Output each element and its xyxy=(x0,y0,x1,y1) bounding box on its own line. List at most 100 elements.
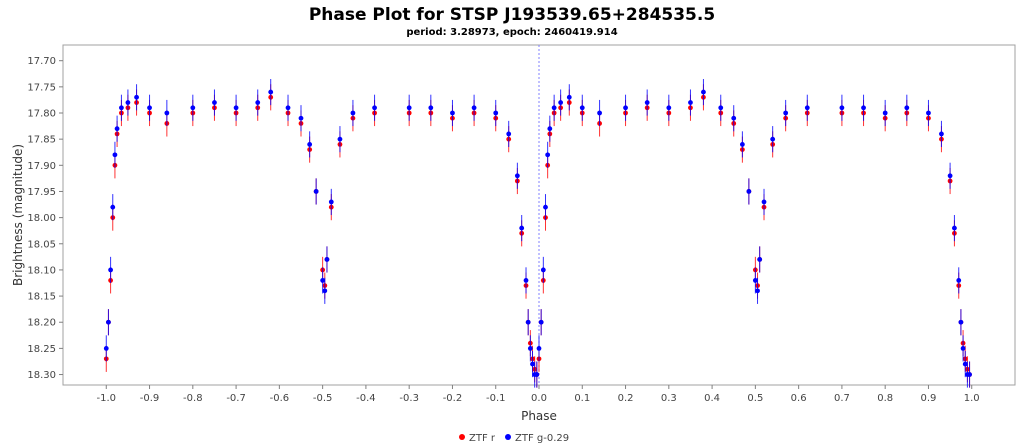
data-point xyxy=(757,257,763,262)
data-point xyxy=(804,105,810,111)
data-point xyxy=(493,110,499,116)
data-point xyxy=(623,105,628,111)
y-tick-label: 17.85 xyxy=(27,135,56,146)
y-tick-label: 17.80 xyxy=(27,109,56,120)
data-point xyxy=(939,131,944,137)
data-point xyxy=(285,105,291,111)
data-point xyxy=(861,105,866,111)
data-point xyxy=(534,372,540,377)
x-tick-label: 1.0 xyxy=(964,393,980,404)
data-point xyxy=(545,152,551,158)
data-point xyxy=(110,204,116,210)
data-point xyxy=(701,89,706,95)
data-point xyxy=(960,345,966,351)
x-tick-label: -0.8 xyxy=(183,393,203,404)
data-point xyxy=(337,136,343,142)
chart-title: Phase Plot for STSP J193539.65+284535.5 xyxy=(309,5,715,25)
data-point xyxy=(268,89,274,95)
x-tick-label: 0.2 xyxy=(618,393,634,404)
legend-marker-ztf-g xyxy=(505,434,511,440)
data-point xyxy=(530,361,535,367)
data-point xyxy=(644,100,650,105)
y-tick-label: 18.05 xyxy=(27,239,56,250)
data-point xyxy=(547,126,553,132)
y-tick-label: 18.00 xyxy=(27,213,56,224)
data-point xyxy=(471,105,477,111)
x-axis-label: Phase xyxy=(521,409,557,423)
x-tick-label: -0.7 xyxy=(226,393,246,404)
x-tick-label: 0.3 xyxy=(661,393,677,404)
data-point xyxy=(112,152,118,158)
x-tick-label: -0.5 xyxy=(313,393,333,404)
data-point xyxy=(307,141,313,147)
data-point xyxy=(752,277,758,283)
data-point xyxy=(958,319,964,325)
y-tick-label: 18.10 xyxy=(27,265,56,276)
x-tick-label: 0.7 xyxy=(834,393,850,404)
data-point xyxy=(255,100,261,105)
data-point xyxy=(125,100,131,105)
data-point xyxy=(755,288,760,294)
x-tick-label: -0.3 xyxy=(399,393,419,404)
y-tick-label: 17.75 xyxy=(27,82,56,93)
data-point xyxy=(967,372,972,377)
data-point xyxy=(119,105,124,111)
data-point xyxy=(525,319,531,325)
data-point xyxy=(114,126,120,132)
data-point xyxy=(739,141,745,147)
data-point xyxy=(731,115,737,121)
data-point xyxy=(519,225,525,231)
data-point xyxy=(523,277,529,283)
x-tick-label: -0.4 xyxy=(356,393,376,404)
data-point xyxy=(551,105,557,111)
x-tick-label: -0.6 xyxy=(270,393,290,404)
x-tick-label: -0.1 xyxy=(486,393,506,404)
data-point xyxy=(324,257,330,262)
x-tick-label: 0.8 xyxy=(877,393,893,404)
data-point xyxy=(666,105,672,111)
x-tick-label: 0.4 xyxy=(704,393,720,404)
y-tick-label: 18.20 xyxy=(27,318,56,329)
data-point xyxy=(540,267,546,273)
y-tick-label: 17.70 xyxy=(27,56,56,67)
y-axis-label: Brightness (magnitude) xyxy=(11,144,25,286)
data-point xyxy=(428,105,434,111)
x-tick-label: 0.0 xyxy=(531,393,547,404)
data-point xyxy=(328,199,334,205)
data-point xyxy=(147,105,152,111)
x-tick-label: -0.2 xyxy=(443,393,463,404)
data-point xyxy=(926,110,931,116)
data-point xyxy=(839,105,845,111)
y-tick-label: 18.15 xyxy=(27,292,56,303)
data-point xyxy=(956,277,962,283)
data-point xyxy=(233,105,239,111)
y-tick-label: 17.95 xyxy=(27,187,56,198)
data-point xyxy=(566,94,572,100)
data-point xyxy=(579,105,585,111)
data-point xyxy=(538,319,544,325)
data-point xyxy=(952,225,957,231)
data-point xyxy=(134,94,139,100)
series-ztf-g xyxy=(103,79,972,388)
data-point xyxy=(406,105,412,111)
data-point xyxy=(450,110,455,116)
data-point xyxy=(947,173,953,179)
data-point xyxy=(882,110,888,116)
data-point xyxy=(527,345,533,351)
x-tick-label: 0.1 xyxy=(574,393,590,404)
data-point xyxy=(783,110,789,116)
y-tick-label: 18.30 xyxy=(27,370,56,381)
data-point xyxy=(718,105,724,111)
data-point xyxy=(962,361,968,367)
data-point xyxy=(372,105,377,111)
data-point xyxy=(103,345,109,351)
y-tick-label: 17.90 xyxy=(27,161,56,172)
data-point xyxy=(514,173,520,179)
data-point xyxy=(543,204,548,210)
x-tick-label: 0.5 xyxy=(747,393,763,404)
data-point xyxy=(746,189,752,194)
legend: ZTF r ZTF g-0.29 xyxy=(459,433,569,444)
x-tick-label: 0.6 xyxy=(791,393,807,404)
data-point xyxy=(106,319,111,325)
